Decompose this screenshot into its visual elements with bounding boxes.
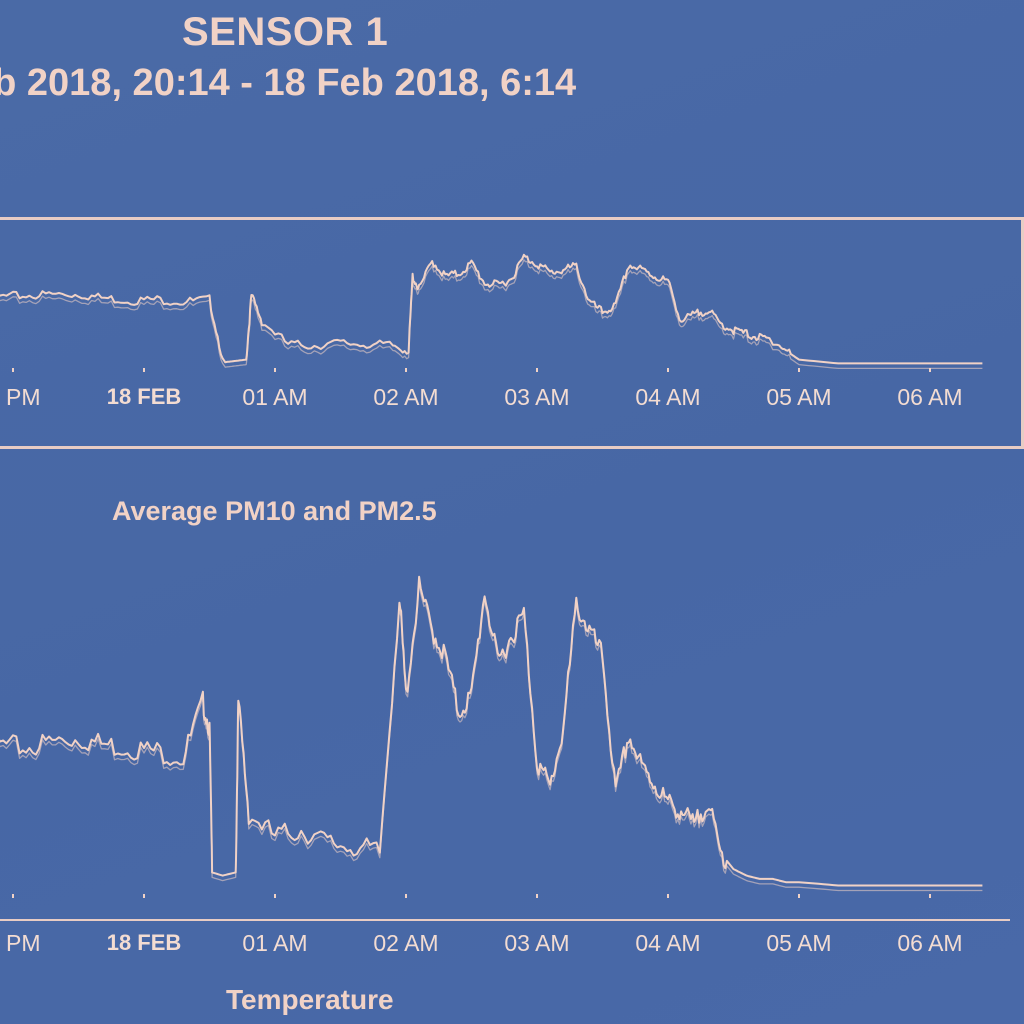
x-tick-label: 03 AM (504, 930, 570, 956)
x-tick-label: 05 AM (766, 384, 832, 410)
x-tick-label: 02 AM (373, 384, 439, 410)
panel-top-border-bottom (0, 446, 1024, 449)
series-line-1-0 (0, 575, 983, 887)
x-tick-label: PM (6, 384, 41, 410)
x-tick-label: 06 AM (897, 930, 963, 956)
chart-title-average: Average PM10 and PM2.5 (112, 496, 437, 526)
chart-title-temperature: Temperature (226, 984, 394, 1015)
x-tick-label: 01 AM (242, 930, 308, 956)
x-tick-label: 04 AM (635, 384, 701, 410)
x-tick-label: 05 AM (766, 930, 832, 956)
x-tick-label: 01 AM (242, 384, 308, 410)
x-axis-line-bottom (0, 919, 1010, 921)
chart-top (0, 253, 983, 372)
panel-top-border-top (0, 217, 1024, 220)
x-tick-label: PM (6, 930, 41, 956)
x-tick-label: 06 AM (897, 384, 963, 410)
chart-bottom (0, 575, 983, 898)
date-range: eb 2018, 20:14 - 18 Feb 2018, 6:14 (0, 62, 577, 104)
x-tick-label: 03 AM (504, 384, 570, 410)
x-tick-label: 18 FEB (106, 384, 182, 409)
x-tick-label: 18 FEB (106, 930, 182, 955)
x-tick-label: 04 AM (635, 930, 701, 956)
series-line-0-0 (0, 253, 983, 365)
panel-top-border-right (1021, 217, 1024, 449)
series-line-secondary-0-0 (0, 259, 983, 370)
page-title: SENSOR 1 (182, 10, 389, 54)
x-tick-label: 02 AM (373, 930, 439, 956)
series-line-secondary-1-0 (0, 581, 983, 892)
